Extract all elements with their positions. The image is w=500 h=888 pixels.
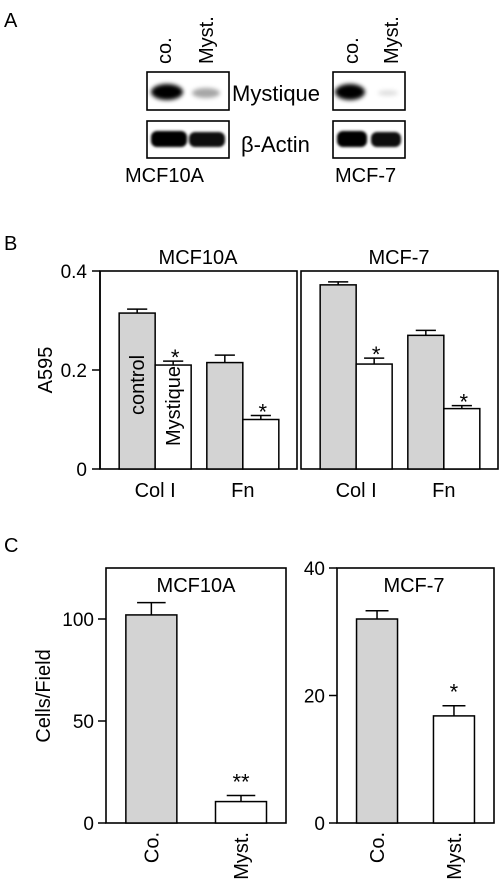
bar-mystique	[443, 407, 481, 470]
significance-marker: *	[460, 390, 469, 415]
x-category-label: Col I	[135, 480, 176, 502]
blot-band	[189, 132, 225, 147]
panel-b-title-left: MCF10A	[159, 247, 239, 269]
y-tick-label: 50	[73, 712, 94, 733]
blot-row-label-mystique: Mystique	[232, 81, 320, 106]
blot-band	[371, 132, 401, 147]
significance-marker: *	[372, 342, 381, 367]
y-tick-label: 20	[304, 687, 325, 708]
panel-b-right-frame	[300, 270, 499, 470]
blot-label-mcf7: MCF-7	[335, 165, 396, 187]
blot-mcf7-actin-bands	[337, 131, 401, 147]
significance-marker: *	[259, 400, 268, 425]
bar-label-mystique: Mystique	[163, 366, 185, 446]
panel-b-ylabel: A595	[35, 347, 57, 394]
blot-band	[335, 84, 365, 100]
bar-control	[355, 618, 399, 824]
x-category-label: Fn	[231, 480, 254, 502]
panel-c-left-title: MCF10A	[157, 575, 237, 597]
panel-c-right-chart: MCF-7 0 20 40 Co. * Myst.	[304, 559, 495, 880]
x-category-label: Fn	[432, 480, 455, 502]
blot2-lane-myst: Myst.	[381, 16, 403, 64]
blot-mcf7-mystique-frame	[332, 71, 406, 111]
blot-band	[151, 84, 183, 100]
bar-control	[125, 614, 178, 824]
panel-c-left-frame	[105, 567, 287, 824]
panel-b-title-right: MCF-7	[368, 247, 429, 269]
significance-marker: **	[232, 769, 250, 794]
blot-label-mcf10a: MCF10A	[125, 165, 205, 187]
blot1-lane-myst: Myst.	[196, 16, 218, 64]
x-category-label: Myst.	[444, 832, 466, 880]
blot-mcf10a-actin-bands	[151, 131, 225, 147]
y-tick-label: 100	[62, 610, 94, 631]
panel-b-chart: MCF10A MCF-7 A595 0 0.2 0.4 * Col I control My…	[35, 247, 499, 502]
x-category-label: Co.	[141, 832, 163, 863]
blot-band	[151, 131, 187, 147]
panel-c-ylabel: Cells/Field	[33, 649, 55, 742]
blot-mcf10a-mystique-frame	[146, 71, 230, 111]
panel-letter-a: A	[4, 10, 18, 32]
panel-letter-b: B	[4, 233, 17, 255]
blot-band	[192, 88, 220, 98]
bar-mystique	[154, 364, 192, 470]
bar-mystique	[242, 418, 280, 470]
panel-c-right-title: MCF-7	[383, 575, 444, 597]
panel-letter-c: C	[4, 535, 18, 557]
bar-mystique	[432, 715, 476, 824]
bar-control	[407, 334, 445, 470]
panel-a: co. Myst. co. Myst. Mystique β-Actin MCF…	[125, 16, 406, 187]
blot-mcf7	[332, 71, 406, 159]
x-category-label: Co.	[367, 832, 389, 863]
panel-c-left-chart: MCF10A Cells/Field 0 50 100 Co. ** Myst.	[33, 567, 287, 880]
blot1-lane-co: co.	[154, 37, 176, 64]
blot-row-label-actin: β-Actin	[241, 132, 310, 157]
blot2-lane-co: co.	[341, 37, 363, 64]
y-tick-label: 0.2	[61, 361, 87, 382]
y-tick-label: 0.4	[61, 262, 88, 283]
significance-marker: *	[171, 345, 180, 370]
y-tick-label: 40	[304, 559, 325, 580]
blot-mcf10a	[146, 71, 230, 159]
y-tick-label: 0	[83, 814, 94, 835]
bar-control	[118, 312, 156, 470]
blot-mcf7-mystique-bands	[335, 84, 398, 100]
x-category-label: Col I	[336, 480, 377, 502]
blot-mcf10a-actin-frame	[146, 120, 230, 159]
blot-band	[337, 131, 367, 147]
blot-band	[378, 90, 398, 96]
x-category-label: Myst.	[231, 832, 253, 880]
y-tick-label: 0	[76, 460, 87, 481]
bar-label-control: control	[127, 355, 149, 415]
bar-control	[206, 361, 244, 470]
bar-mystique	[214, 800, 268, 824]
blot-mcf10a-mystique-bands	[151, 84, 220, 100]
significance-marker: *	[450, 680, 459, 705]
y-tick-label: 0	[314, 814, 325, 835]
blot-mcf7-actin-frame	[332, 120, 406, 159]
bar-control	[319, 284, 357, 470]
bar-mystique	[355, 363, 393, 470]
